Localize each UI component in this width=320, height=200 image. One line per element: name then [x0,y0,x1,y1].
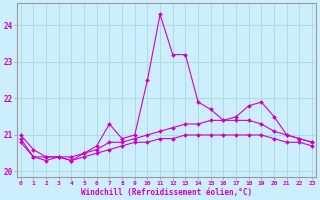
X-axis label: Windchill (Refroidissement éolien,°C): Windchill (Refroidissement éolien,°C) [81,188,252,197]
